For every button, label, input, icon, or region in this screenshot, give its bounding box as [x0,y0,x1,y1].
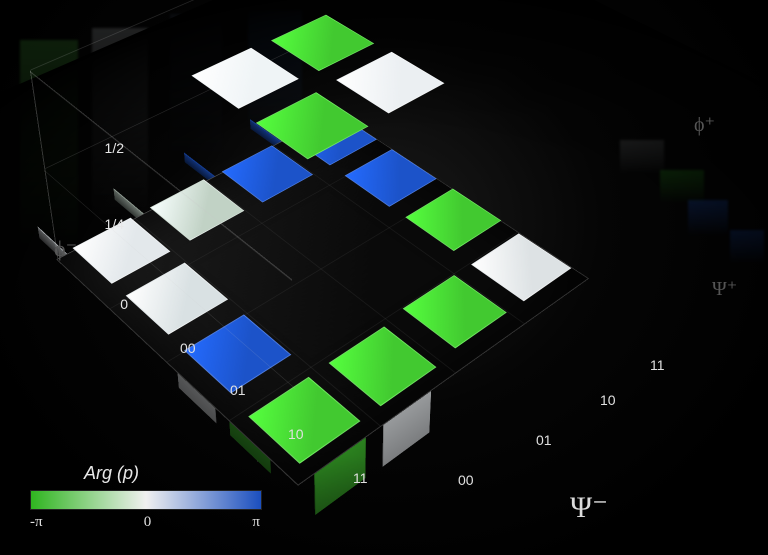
state-label-background: Ψ⁺ [712,276,737,301]
phase-legend: Arg (p) -π 0 π [30,463,260,531]
legend-tick-mid: 0 [144,514,152,531]
legend-tick-min: -π [30,514,43,531]
background-reflection [620,140,664,174]
legend-gradient [30,490,262,510]
legend-tick-max: π [252,514,260,531]
state-label-background: ϕ⁺ [694,112,715,137]
quantum-density-matrix-chart: 01/41/20001101100011011Ψ⁻ϕ⁻ϕ⁺Ψ⁺ Arg (p) … [0,0,768,555]
background-reflection [660,170,704,204]
legend-ticks: -π 0 π [30,514,260,531]
legend-title: Arg (p) [84,463,260,484]
col-axis-tick: 10 [600,392,616,408]
background-reflection [730,230,764,264]
state-label-main: Ψ⁻ [570,490,608,525]
floor-grid [56,112,589,485]
background-reflection [688,200,728,236]
scene-3d [140,60,560,480]
col-axis-tick: 11 [650,357,665,373]
